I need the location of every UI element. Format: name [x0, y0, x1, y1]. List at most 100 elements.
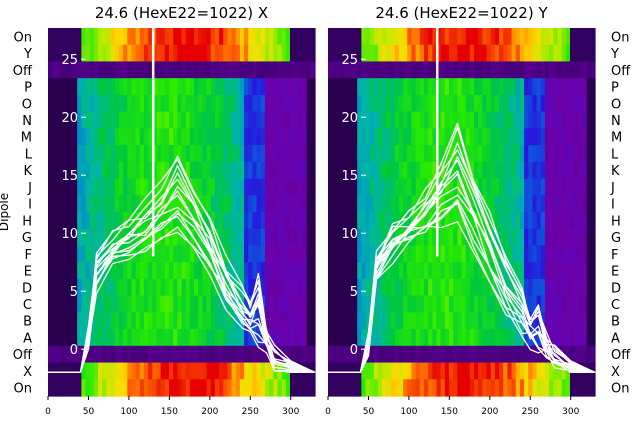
- heatmap-cell: [365, 178, 371, 196]
- heatmap-cell: [143, 78, 149, 96]
- heatmap-cell: [565, 295, 571, 313]
- heatmap-cell: [310, 228, 316, 247]
- heatmap-cell: [164, 379, 170, 397]
- heatmap-cell: [386, 28, 392, 46]
- heatmap-cell: [260, 44, 266, 63]
- heatmap-cell: [432, 145, 438, 163]
- heatmap-cell: [332, 278, 337, 297]
- heatmap-cell: [369, 61, 375, 79]
- heatmap-cell: [590, 94, 596, 113]
- heatmap-cell: [223, 362, 228, 380]
- heatmap-cell: [565, 379, 571, 397]
- heatmap-cell: [499, 278, 504, 297]
- heatmap-cell: [289, 178, 295, 196]
- heatmap-cell: [403, 28, 408, 46]
- heatmap-cell: [269, 195, 274, 213]
- heatmap-cell: [557, 61, 563, 79]
- heatmap-cell: [156, 362, 162, 380]
- heatmap-cell: [194, 94, 199, 113]
- heatmap-cell: [152, 44, 158, 63]
- heatmap-cell: [465, 128, 471, 146]
- heatmap-cell: [544, 78, 550, 96]
- heatmap-cell: [110, 312, 116, 330]
- heatmap-cell: [231, 78, 237, 96]
- heatmap-cell: [285, 245, 291, 263]
- heatmap-cell: [256, 128, 262, 146]
- heatmap-cell: [68, 111, 74, 129]
- heatmap-cell: [590, 312, 596, 330]
- heatmap-cell: [168, 111, 174, 129]
- heatmap-cell: [549, 245, 554, 263]
- heatmap-cell: [503, 245, 508, 263]
- heatmap-cell: [528, 262, 534, 280]
- heatmap-cell: [185, 362, 191, 380]
- heatmap-cell: [386, 78, 392, 96]
- heatmap-cell: [369, 278, 375, 297]
- heatmap-cell: [378, 111, 383, 129]
- heatmap-cell: [135, 161, 141, 180]
- heatmap-cell: [64, 78, 70, 96]
- heatmap-cell: [56, 228, 62, 247]
- heatmap-cell: [549, 94, 554, 113]
- heatmap-cell: [499, 61, 504, 79]
- heatmap-cell: [294, 111, 299, 129]
- heatmap-cell: [310, 28, 316, 46]
- heatmap-cell: [202, 178, 208, 196]
- heatmap-cell: [106, 78, 112, 96]
- heatmap-cell: [503, 228, 508, 247]
- heatmap-cell: [85, 28, 91, 46]
- heatmap-cell: [590, 161, 596, 180]
- heatmap-cell: [582, 145, 588, 163]
- heatmap-cell: [56, 295, 62, 313]
- heatmap-cell: [357, 28, 362, 46]
- heatmap-cell: [139, 345, 145, 364]
- heatmap-cell: [148, 78, 153, 96]
- heatmap-cell: [85, 44, 91, 63]
- heatmap-cell: [369, 245, 375, 263]
- heatmap-cell: [436, 94, 442, 113]
- heatmap-cell: [423, 28, 429, 46]
- heatmap-cell: [457, 262, 463, 280]
- heatmap-cell: [60, 111, 66, 129]
- heatmap-cell: [227, 228, 233, 247]
- heatmap-cell: [357, 128, 362, 146]
- heatmap-cell: [68, 379, 74, 397]
- heatmap-cell: [340, 345, 346, 364]
- heatmap-cell: [353, 94, 358, 113]
- heatmap-cell: [114, 28, 120, 46]
- heatmap-cell: [503, 212, 508, 230]
- heatmap-cell: [73, 228, 78, 247]
- heatmap-cell: [219, 195, 224, 213]
- heatmap-cell: [198, 379, 203, 397]
- heatmap-cell: [152, 94, 158, 113]
- heatmap-cell: [482, 345, 488, 364]
- heatmap-cell: [561, 28, 567, 46]
- heatmap-cell: [348, 329, 354, 347]
- heatmap-cell: [453, 111, 458, 129]
- heatmap-cell: [328, 329, 333, 347]
- heatmap-cell: [143, 278, 149, 297]
- heatmap-cell: [106, 245, 112, 263]
- heatmap-cell: [260, 262, 266, 280]
- heatmap-cell: [528, 379, 534, 397]
- heatmap-cell: [549, 44, 554, 63]
- heatmap-cell: [457, 178, 463, 196]
- heatmap-cell: [436, 161, 442, 180]
- heatmap-cell: [98, 61, 103, 79]
- heatmap-cell: [214, 94, 220, 113]
- heatmap-cell: [206, 111, 212, 129]
- heatmap-cell: [336, 28, 342, 46]
- heatmap-cell: [499, 78, 504, 96]
- heatmap-cell: [168, 262, 174, 280]
- heatmap-cell: [164, 44, 170, 63]
- heatmap-cell: [361, 379, 367, 397]
- heatmap-cell: [73, 178, 78, 196]
- heatmap-cell: [198, 278, 203, 297]
- heatmap-cell: [294, 379, 299, 397]
- heatmap-cell: [227, 212, 233, 230]
- heatmap-cell: [494, 245, 500, 263]
- heatmap-cell: [260, 212, 266, 230]
- heatmap-cell: [152, 128, 158, 146]
- heatmap-cell: [411, 178, 417, 196]
- heatmap-cell: [118, 295, 124, 313]
